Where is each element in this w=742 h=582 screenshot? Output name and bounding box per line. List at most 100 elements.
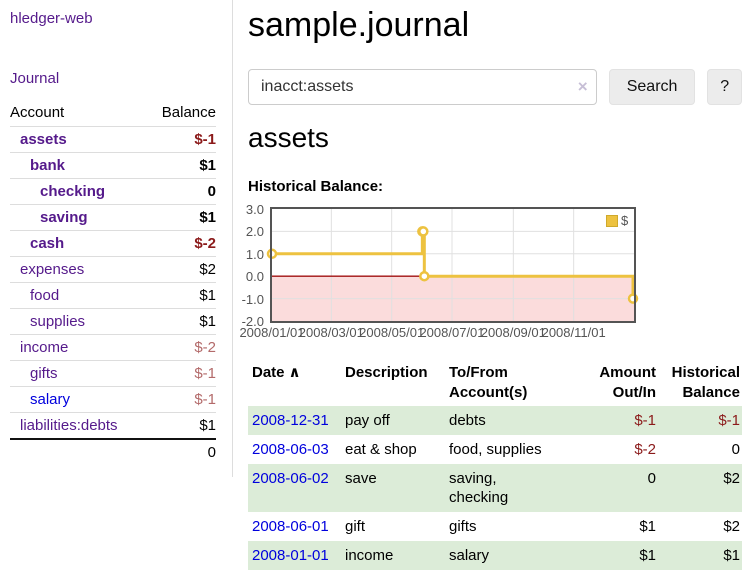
- account-row: income $-2: [10, 334, 216, 361]
- sidebar: hledger-web Journal Account Balance asse…: [0, 0, 233, 477]
- y-axis-tick-label: 3.0: [245, 202, 264, 217]
- account-link-checking[interactable]: checking: [40, 183, 106, 200]
- y-axis-tick-label: -1.0: [241, 291, 264, 307]
- register-header-row: Date ∧ Description To/From Account(s) Amo…: [248, 360, 742, 406]
- account-row: supplies $1: [10, 308, 216, 335]
- account-balance: $2: [146, 256, 216, 283]
- sort-asc-icon: ∧: [288, 364, 301, 381]
- account-link-supplies[interactable]: supplies: [30, 313, 86, 330]
- account-row: food $1: [10, 282, 216, 309]
- account-link-cash[interactable]: cash: [30, 235, 65, 252]
- account-title: assets: [248, 122, 329, 153]
- account-name-cell: cash: [10, 230, 147, 257]
- account-name-cell: liabilities:debts: [10, 412, 147, 439]
- account-link-income[interactable]: income: [20, 339, 69, 356]
- transaction-date-link[interactable]: 2008-01-01: [252, 547, 329, 564]
- legend-label: $: [621, 213, 629, 228]
- register-row: 2008-01-01 income salary $1 $1: [248, 541, 742, 570]
- account-balance: $1: [146, 204, 216, 231]
- transaction-account-cell: food, supplies: [449, 441, 542, 458]
- chart-canvas[interactable]: [248, 201, 742, 341]
- nav-journal-link[interactable]: Journal: [10, 70, 60, 87]
- account-name-cell: expenses: [10, 256, 147, 283]
- search-input[interactable]: [248, 69, 597, 105]
- transaction-date-link[interactable]: 2008-06-03: [252, 441, 329, 458]
- accounts-total-balance: 0: [146, 438, 216, 465]
- account-row: assets $-1: [10, 126, 216, 153]
- search-form: × Search ?: [248, 69, 742, 105]
- transaction-balance-cell: $1: [723, 547, 740, 564]
- historical-balance-chart[interactable]: 3.0 2.0 1.0 0.0 -1.0 -2.0 2008/01/01 2008/03/01…: [239, 201, 742, 341]
- account-balance: $-2: [146, 334, 216, 361]
- transaction-amount-cell: $-1: [634, 412, 656, 429]
- account-link-assets[interactable]: assets: [20, 131, 67, 148]
- accounts-table: Account Balance assets $-1 bank $1 checking 0…: [10, 100, 216, 465]
- x-axis-tick-label: 2008/07/01: [419, 325, 485, 340]
- transaction-balance-cell: $2: [723, 470, 740, 487]
- accounts-header-account: Account: [10, 104, 65, 121]
- help-button[interactable]: ?: [707, 69, 742, 105]
- transaction-description-cell: save: [345, 470, 377, 487]
- accounts-header-balance: Balance: [161, 104, 216, 121]
- account-name-cell: bank: [10, 152, 147, 179]
- register-row: 2008-06-02 save saving, checking 0 $2: [248, 464, 742, 512]
- transaction-description-cell: gift: [345, 518, 366, 535]
- main-content: sample.journal × Search ? assets Histori…: [239, 0, 742, 570]
- register-header-date[interactable]: Date ∧: [252, 364, 301, 381]
- register-row: 2008-06-01 gift gifts $1 $2: [248, 512, 742, 541]
- plot-border: [270, 207, 636, 323]
- brand-link[interactable]: hledger-web: [10, 10, 93, 27]
- y-axis-tick-label: 2.0: [245, 224, 264, 240]
- account-link-bank[interactable]: bank: [30, 157, 66, 174]
- clear-search-icon[interactable]: ×: [577, 77, 588, 96]
- transaction-date-link[interactable]: 2008-06-02: [252, 470, 329, 487]
- accounts-total-row: 0: [10, 438, 216, 465]
- account-balance: $1: [146, 308, 216, 335]
- register-header-amount: Amount Out/In: [599, 364, 656, 401]
- register-header-balance: Historical Balance: [671, 364, 740, 401]
- account-name-cell: assets: [10, 126, 147, 153]
- transaction-amount-cell: $1: [639, 518, 656, 535]
- register-row: 2008-12-31 pay off debts $-1 $-1: [248, 406, 742, 435]
- transaction-balance-cell: $-1: [718, 412, 740, 429]
- transaction-date-link[interactable]: 2008-12-31: [252, 412, 329, 429]
- account-row: saving $1: [10, 204, 216, 231]
- transaction-account-cell: salary: [449, 547, 490, 564]
- y-axis-tick-label: -2.0: [241, 314, 264, 329]
- data-point: [418, 226, 429, 237]
- search-button[interactable]: Search: [608, 69, 696, 105]
- account-name-cell: salary: [10, 386, 147, 413]
- account-link-expenses[interactable]: expenses: [20, 261, 85, 278]
- account-balance: 0: [146, 178, 216, 205]
- transaction-account-cell: gifts: [449, 518, 477, 535]
- account-link-liabilities-debts[interactable]: liabilities:debts: [20, 417, 118, 434]
- account-row: cash $-2: [10, 230, 216, 257]
- account-link-saving[interactable]: saving: [40, 209, 88, 226]
- account-row: bank $1: [10, 152, 216, 179]
- transaction-date-link[interactable]: 2008-06-01: [252, 518, 329, 535]
- data-point: [419, 270, 430, 282]
- account-name-cell: checking: [10, 178, 147, 205]
- account-row: salary $-1: [10, 386, 216, 413]
- x-axis-tick-label: 2008/09/01: [480, 325, 546, 340]
- account-link-food[interactable]: food: [30, 287, 60, 304]
- transaction-description-cell: pay off: [345, 412, 390, 429]
- register-header-description: Description: [345, 364, 428, 381]
- account-row: checking 0: [10, 178, 216, 205]
- transaction-date-cell: 2008-06-03: [248, 435, 345, 464]
- search-box: ×: [248, 69, 597, 105]
- legend-swatch-icon: [606, 214, 618, 227]
- account-balance: $1: [146, 152, 216, 179]
- transaction-account-cell: saving, checking: [449, 470, 509, 506]
- account-link-salary[interactable]: salary: [30, 391, 71, 408]
- y-axis-tick-label: 0.0: [245, 269, 264, 285]
- x-axis-tick-label: 2008/11/01: [541, 325, 606, 340]
- account-row: gifts $-1: [10, 360, 216, 387]
- x-axis-tick-label: 2008/03/01: [298, 325, 364, 340]
- transaction-amount-cell: $-2: [634, 441, 656, 458]
- account-name-cell: gifts: [10, 360, 147, 387]
- register-header-account: To/From Account(s): [449, 364, 528, 401]
- transaction-amount-cell: 0: [647, 470, 656, 487]
- account-link-gifts[interactable]: gifts: [30, 365, 58, 382]
- account-balance: $-1: [146, 126, 216, 153]
